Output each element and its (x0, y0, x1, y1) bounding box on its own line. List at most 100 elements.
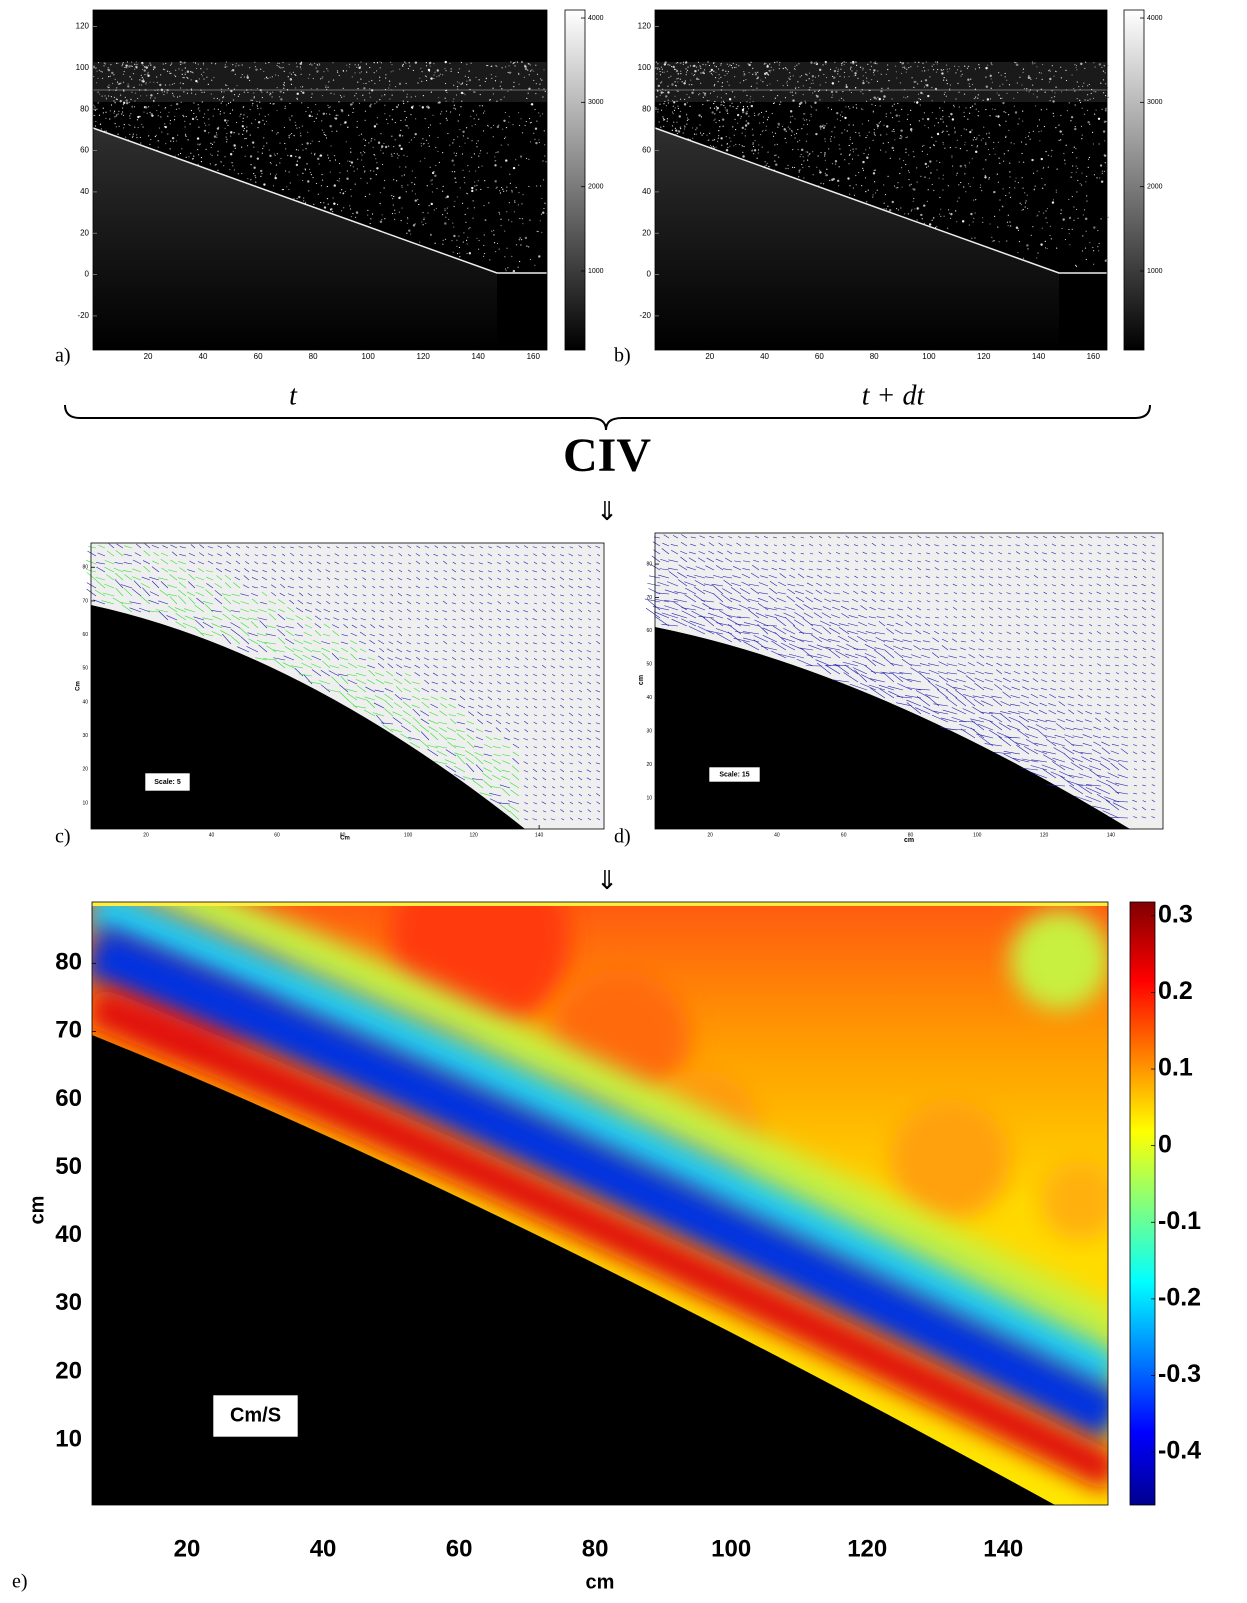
particle (982, 217, 984, 219)
particle (741, 145, 743, 147)
particle (800, 153, 802, 156)
particle (885, 116, 887, 118)
vector (693, 586, 706, 595)
particle (1034, 62, 1036, 64)
particle (279, 142, 281, 144)
particle (122, 104, 124, 106)
vector (155, 609, 169, 613)
vector (871, 560, 877, 563)
particle (728, 84, 730, 86)
particle (903, 96, 905, 98)
particle (693, 74, 695, 77)
vector (94, 589, 106, 597)
particle (715, 66, 717, 68)
particle (369, 178, 372, 180)
particle (916, 101, 919, 104)
particle (824, 138, 826, 140)
particle (836, 179, 840, 183)
vector (842, 591, 850, 595)
particle (964, 65, 966, 67)
vector (465, 757, 475, 765)
vector (868, 684, 886, 691)
vector (559, 576, 565, 581)
particle (113, 74, 115, 76)
vector (375, 679, 385, 685)
particle (369, 66, 371, 69)
particle (953, 127, 956, 129)
particle (406, 155, 408, 157)
vector (725, 557, 733, 563)
particle (93, 104, 95, 106)
vector (401, 725, 412, 733)
particle (499, 192, 502, 194)
vector (647, 582, 661, 587)
particle (247, 74, 249, 76)
particle (233, 169, 236, 171)
particle (245, 137, 247, 140)
vector (953, 591, 958, 595)
vector (568, 553, 574, 557)
vector (837, 536, 841, 539)
particle (323, 202, 325, 204)
vector (427, 744, 439, 749)
vector (914, 707, 931, 715)
particle (706, 134, 708, 136)
particle (786, 80, 788, 82)
particle (364, 119, 366, 121)
vector (577, 770, 583, 773)
vector (392, 717, 403, 725)
particle (538, 139, 540, 141)
particle (984, 174, 986, 177)
particle (841, 64, 843, 66)
arrow: ⇓ (596, 496, 618, 526)
particle (720, 76, 722, 79)
particle (518, 124, 521, 127)
particle (683, 103, 687, 106)
vector (340, 641, 349, 645)
particle (802, 156, 804, 158)
particle (119, 99, 122, 103)
particle (376, 117, 379, 119)
particle (536, 185, 538, 187)
vector (889, 671, 904, 675)
particle (722, 100, 725, 102)
particle (175, 140, 178, 142)
particle (677, 105, 679, 107)
particle (663, 119, 665, 121)
vector (578, 561, 583, 565)
vector (384, 693, 394, 701)
particle (894, 65, 897, 67)
particle (871, 79, 873, 81)
vector (104, 566, 115, 573)
particle (140, 74, 142, 76)
particle (775, 163, 778, 166)
vector (505, 682, 511, 685)
particle (1084, 217, 1088, 221)
vector (248, 638, 259, 645)
vector (469, 697, 475, 701)
particle (1007, 114, 1010, 116)
particle (805, 151, 807, 153)
vector (644, 598, 661, 603)
vector (389, 601, 394, 605)
particle (325, 134, 327, 136)
particle (998, 72, 1000, 74)
particle (474, 185, 476, 187)
particle (190, 92, 193, 94)
vector (433, 553, 439, 557)
particle (179, 60, 182, 64)
vector (459, 695, 466, 701)
particle (913, 156, 915, 158)
particle (373, 62, 375, 64)
vector (426, 602, 430, 605)
particle (786, 84, 789, 86)
particle (273, 103, 275, 105)
particle (404, 61, 406, 63)
particle (776, 61, 778, 63)
vector (541, 546, 547, 549)
particle (742, 151, 744, 153)
particle (160, 88, 164, 92)
particle (425, 76, 428, 78)
particle (872, 110, 875, 112)
vector (289, 577, 295, 581)
